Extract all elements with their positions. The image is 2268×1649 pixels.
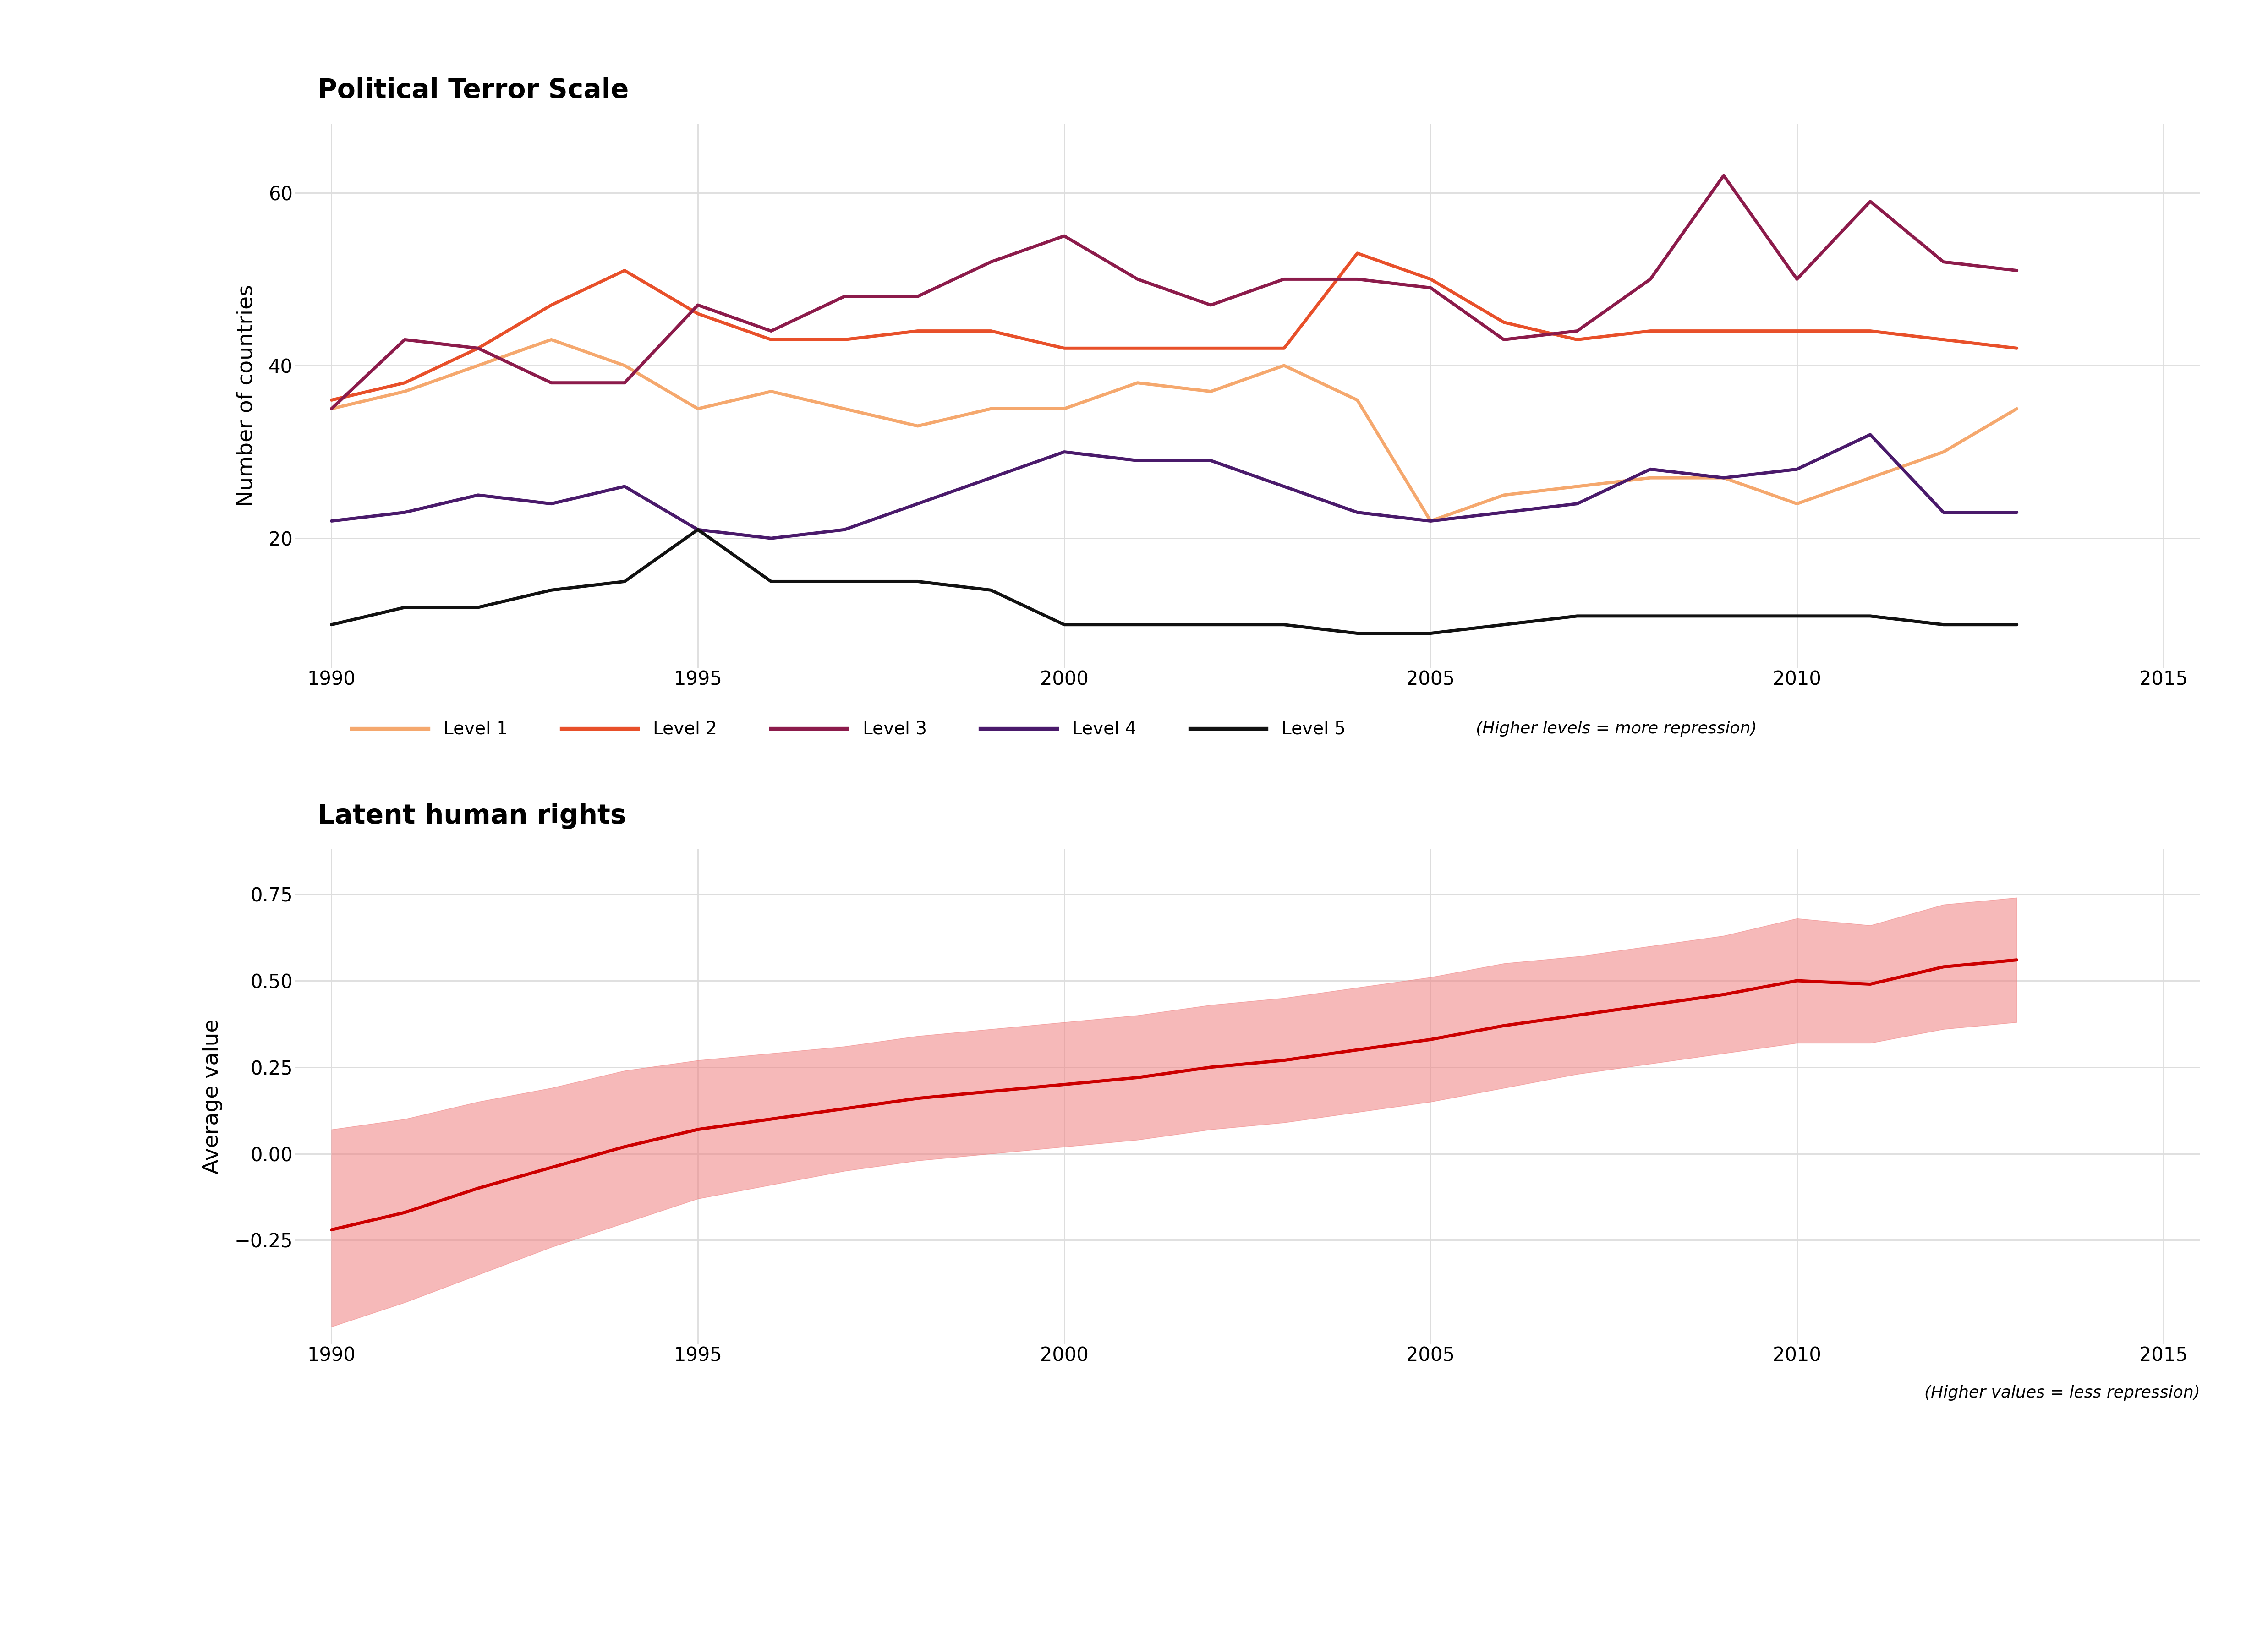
Text: Level 4: Level 4	[1073, 721, 1136, 737]
Y-axis label: Average value: Average value	[202, 1019, 222, 1174]
Text: Level 3: Level 3	[862, 721, 928, 737]
Text: Level 2: Level 2	[653, 721, 717, 737]
Text: (Higher levels = more repression): (Higher levels = more repression)	[1476, 721, 1758, 737]
Text: Latent human rights: Latent human rights	[318, 803, 626, 829]
Text: Political Terror Scale: Political Terror Scale	[318, 78, 628, 104]
Text: Level 1: Level 1	[445, 721, 508, 737]
Text: Level 5: Level 5	[1281, 721, 1345, 737]
Text: (Higher values = less repression): (Higher values = less repression)	[1923, 1385, 2200, 1400]
Y-axis label: Number of countries: Number of countries	[236, 285, 256, 506]
